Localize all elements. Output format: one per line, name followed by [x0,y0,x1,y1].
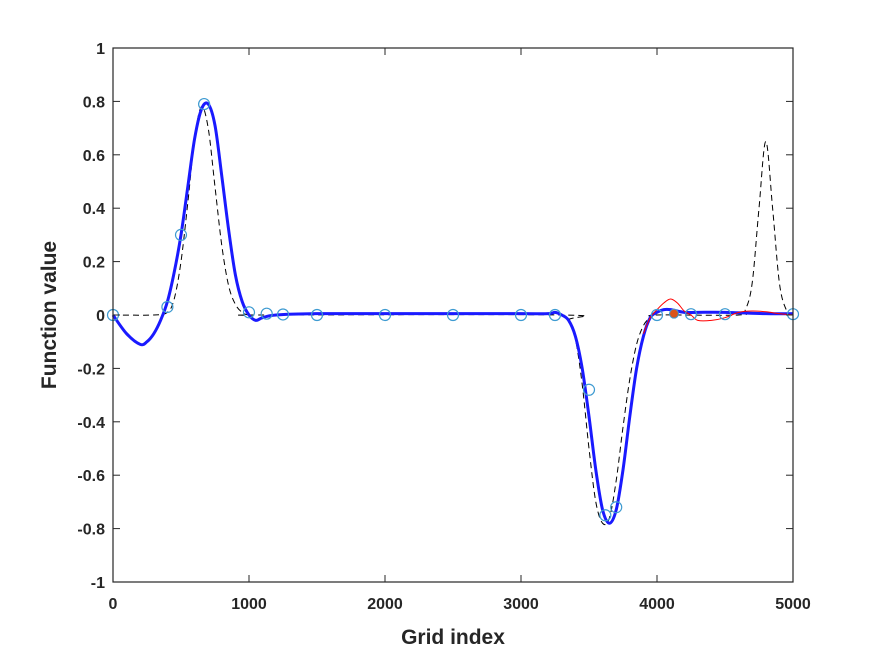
highlight-marker [669,308,679,319]
data-marker [161,300,174,314]
y-tick-label: -1 [91,575,105,592]
data-marker [446,308,460,322]
y-axis-label: Function value [38,241,61,389]
y-tick-label: 0.2 [83,255,105,272]
x-axis-label: Grid index [401,626,505,649]
x-tick-label: 2000 [367,596,403,613]
data-marker [684,308,698,321]
data-marker [260,307,273,320]
x-tick-label: 5000 [775,596,811,613]
y-tick-label: -0.6 [77,468,105,485]
data-marker [310,308,324,322]
x-tick-label: 4000 [639,596,675,613]
y-tick-label: -0.4 [77,415,105,432]
x-tick-label: 1000 [231,596,267,613]
data-marker [582,383,596,396]
marker-group [106,97,800,522]
tick-marks [112,47,794,583]
data-marker [650,308,664,322]
x-tick-labels: 0 1000 2000 3000 4000 5000 [109,596,811,613]
data-marker [242,306,256,319]
data-marker [198,97,211,111]
y-tick-label: -0.2 [77,361,105,378]
data-marker [276,308,290,321]
y-tick-label: -0.8 [77,522,105,539]
data-marker [718,308,732,321]
y-tick-label: 0.6 [83,148,105,165]
y-tick-labels: -1 -0.8 -0.6 -0.4 -0.2 0 0.2 0.4 0.6 0.8 1 [77,41,105,592]
y-tick-label: 0 [96,308,105,325]
x-tick-label: 0 [109,596,118,613]
y-tick-label: 1 [96,41,105,58]
data-marker [174,228,188,241]
data-marker [548,308,562,322]
y-tick-label: 0.8 [83,94,105,111]
data-marker [378,308,392,322]
data-marker [610,501,623,514]
series-line-2 [642,298,794,334]
data-marker [599,509,612,522]
x-tick-label: 3000 [503,596,539,613]
y-tick-label: 0.4 [83,201,105,218]
data-marker [514,308,528,322]
